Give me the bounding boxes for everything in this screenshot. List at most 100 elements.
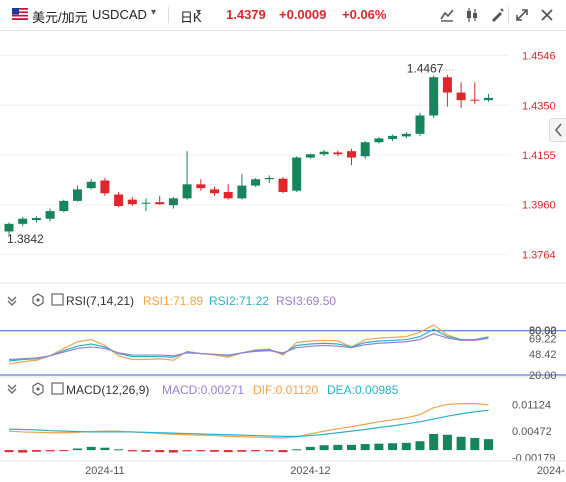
indicator-icon[interactable] bbox=[51, 293, 64, 306]
candle-body bbox=[415, 115, 425, 134]
candle-body bbox=[237, 185, 247, 199]
macd-histogram-bar bbox=[141, 450, 151, 452]
candle-body bbox=[319, 151, 329, 155]
macd-histogram-bar bbox=[401, 442, 411, 451]
macd-histogram-bar bbox=[210, 450, 219, 452]
close-icon[interactable] bbox=[537, 5, 557, 25]
price-tick-label: 1.4155 bbox=[522, 150, 556, 162]
candle-chart-icon[interactable] bbox=[462, 5, 482, 25]
rsi-tick-label: 80.92 bbox=[529, 325, 557, 337]
macd-label: MACD(12,26,9) bbox=[66, 383, 149, 397]
collapse-icon[interactable] bbox=[7, 384, 17, 394]
rsi-tick-label: 69.22 bbox=[529, 334, 557, 346]
macd-histogram bbox=[4, 433, 493, 453]
rsi2-line bbox=[8, 328, 489, 362]
rsi-series bbox=[0, 324, 566, 376]
macd-histogram-bar bbox=[168, 450, 178, 453]
price-axis: 1.4546 1.4350 1.4155 1.3960 1.3764 bbox=[522, 50, 556, 261]
candle-body bbox=[429, 77, 439, 116]
macd-histogram-bar bbox=[278, 450, 288, 453]
rsi3-value: RSI3:69.50 bbox=[276, 294, 336, 308]
rsi-tick-label: 20.00 bbox=[529, 370, 557, 382]
candle-body bbox=[360, 142, 370, 157]
fullscreen-icon[interactable] bbox=[512, 5, 532, 25]
macd-histogram-bar bbox=[251, 450, 261, 452]
time-axis: 2024-11 2024-12 2024-12 bbox=[0, 460, 566, 477]
candle-body bbox=[45, 211, 55, 219]
candle-body bbox=[114, 194, 124, 206]
price-grid bbox=[0, 54, 509, 256]
macd-tick-label: -0.00179 bbox=[512, 452, 555, 464]
macd-tick-label: 0.00472 bbox=[512, 426, 552, 438]
indicator-icon[interactable] bbox=[51, 382, 64, 395]
candle-body bbox=[401, 133, 411, 137]
rsi2-value: RSI2:71.22 bbox=[209, 294, 269, 308]
high-price-label: 1.4467 bbox=[407, 62, 444, 76]
macd-histogram-bar bbox=[292, 449, 302, 451]
macd-histogram-bar bbox=[155, 450, 165, 453]
currency-pair-code[interactable]: USDCAD bbox=[92, 7, 147, 22]
draw-icon[interactable] bbox=[487, 5, 507, 25]
candle-body bbox=[484, 97, 493, 101]
candle-body bbox=[18, 218, 28, 224]
macd-histogram-bar bbox=[388, 443, 398, 451]
rsi-label: RSI(7,14,21) bbox=[66, 294, 134, 308]
macd-header: MACD(12,26,9) MACD:0.00271 DIF:0.01120 D… bbox=[7, 382, 399, 397]
candle-body bbox=[59, 200, 69, 212]
dea-value: DEA:0.00985 bbox=[327, 383, 399, 397]
candle-body bbox=[347, 151, 356, 158]
macd-histogram-bar bbox=[100, 447, 110, 451]
macd-histogram-bar bbox=[182, 450, 192, 452]
macd-histogram-bar bbox=[223, 450, 233, 453]
candle-body bbox=[292, 157, 302, 191]
rsi-tick-label: 48.42 bbox=[529, 349, 557, 361]
divider bbox=[168, 7, 169, 23]
price-tick-label: 1.4350 bbox=[522, 100, 556, 112]
candle-body bbox=[442, 77, 452, 93]
candle-body bbox=[264, 177, 274, 180]
price-change-percent: +0.06% bbox=[342, 7, 387, 22]
candle-body bbox=[141, 202, 151, 204]
period-selector[interactable]: 日K bbox=[180, 10, 202, 25]
expand-panel-button[interactable] bbox=[549, 118, 566, 142]
currency-pair-name[interactable]: 美元/加元 bbox=[32, 10, 88, 25]
settings-icon[interactable] bbox=[32, 293, 44, 307]
macd-histogram-bar bbox=[415, 441, 425, 451]
macd-histogram-bar bbox=[59, 450, 69, 452]
candle-body bbox=[388, 135, 398, 139]
macd-histogram-bar bbox=[264, 450, 274, 452]
price-tick-label: 1.3960 bbox=[522, 200, 556, 212]
price-change: +0.0009 bbox=[279, 7, 327, 22]
rsi1-value: RSI1:71.89 bbox=[143, 294, 203, 308]
macd-histogram-bar bbox=[347, 444, 356, 451]
macd-histogram-bar bbox=[374, 443, 384, 451]
candle-body bbox=[73, 189, 82, 201]
macd-histogram-bar bbox=[127, 450, 137, 452]
price-chart[interactable]: ···· 1.4546 1.4350 1.4155 1.3960 1.3764 1.44… bbox=[0, 31, 566, 482]
candle-body bbox=[470, 99, 480, 101]
macd-axis: 0.01124 0.00472 -0.00179 bbox=[512, 400, 555, 465]
us-flag-icon bbox=[12, 8, 28, 20]
candle-body bbox=[182, 184, 192, 199]
last-price: 1.4379 bbox=[226, 7, 266, 22]
line-chart-icon[interactable] bbox=[437, 5, 457, 25]
macd-histogram-bar bbox=[484, 439, 493, 451]
period-dropdown-icon[interactable]: ▾ bbox=[196, 7, 202, 18]
candle-body bbox=[155, 202, 165, 205]
collapse-icon[interactable] bbox=[7, 296, 17, 306]
candlestick-series: ···· bbox=[4, 65, 493, 235]
macd-histogram-bar bbox=[305, 446, 315, 451]
macd-histogram-bar bbox=[114, 449, 124, 451]
time-tick-label: 2024-11 bbox=[85, 465, 125, 477]
candle-body bbox=[251, 179, 261, 186]
macd-tick-label: 0.01124 bbox=[512, 400, 551, 412]
settings-icon[interactable] bbox=[32, 382, 44, 396]
macd-histogram-bar bbox=[18, 450, 28, 453]
rsi-header: RSI(7,14,21) RSI1:71.89 RSI2:71.22 RSI3:… bbox=[7, 293, 336, 308]
candle-body bbox=[456, 92, 466, 101]
pair-dropdown-icon[interactable]: ▾ bbox=[151, 7, 157, 18]
candle-body bbox=[31, 217, 41, 221]
macd-histogram-bar bbox=[237, 450, 247, 452]
low-price-label: 1.3842 bbox=[7, 232, 44, 246]
